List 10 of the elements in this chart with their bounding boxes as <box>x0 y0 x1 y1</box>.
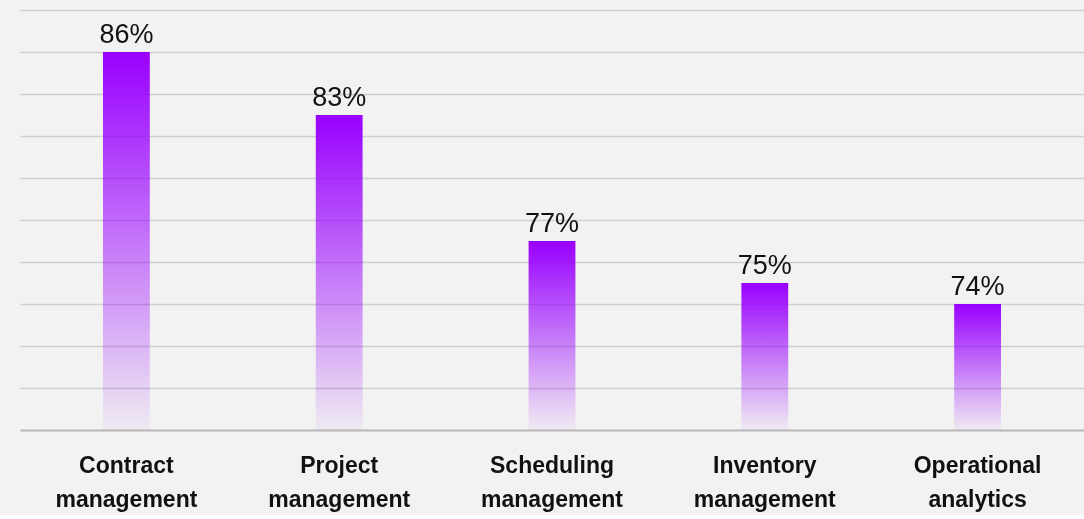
data-label: 77% <box>524 208 580 238</box>
x-tick-label: Contract management <box>55 451 198 512</box>
data-label: 83% <box>312 82 367 112</box>
data-label: 86% <box>99 19 154 49</box>
x-tick-label: Inventory management <box>693 451 837 512</box>
x-tick-label: Operational analytics <box>913 451 1042 512</box>
x-tick-label: Scheduling management <box>481 451 624 512</box>
x-tick-label: Project management <box>268 451 411 512</box>
data-label: 74% <box>950 271 1005 301</box>
data-label: 75% <box>737 250 792 280</box>
